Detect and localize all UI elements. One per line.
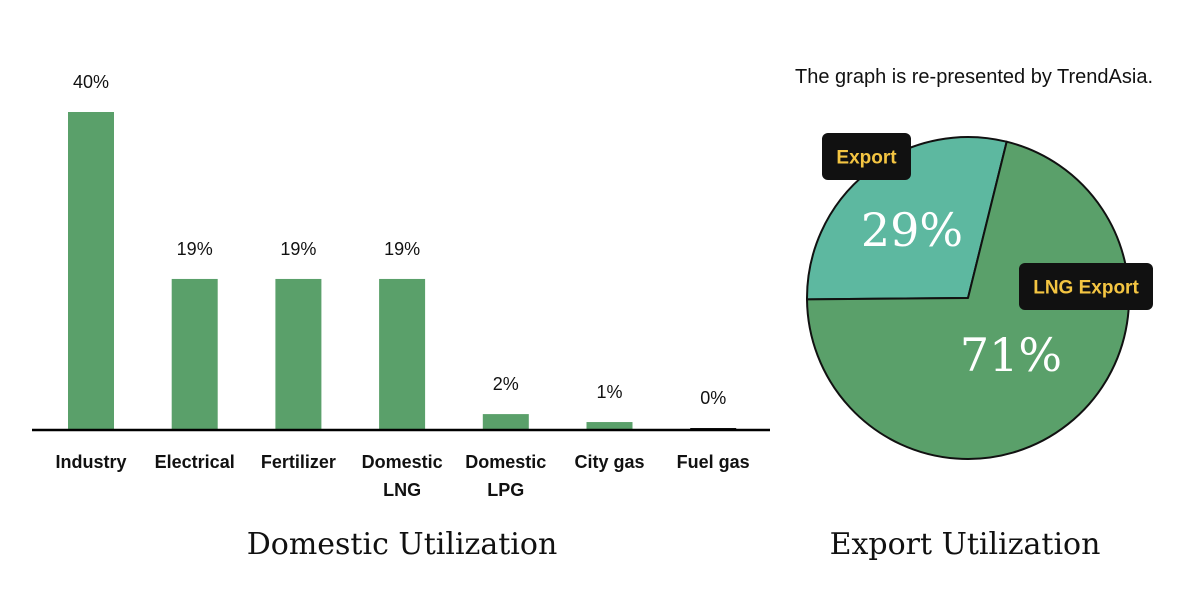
bar-value-label-4: 2%	[493, 374, 519, 394]
bar-2	[275, 278, 322, 430]
category-label-6-0: Fuel gas	[677, 452, 750, 472]
category-label-1-0: Electrical	[155, 452, 235, 472]
bar-value-label-3: 19%	[384, 239, 420, 259]
category-label-2-0: Fertilizer	[261, 452, 336, 472]
category-label-4-0: Domestic	[465, 452, 546, 472]
pie-legend-box-1	[1019, 263, 1153, 310]
category-label-4-1: LPG	[487, 480, 524, 500]
bar-chart-title: Domestic Utilization	[247, 527, 558, 562]
pie-slice-labels: 29% 71% Export LNG Export	[822, 133, 1153, 382]
pie-slice-lng-export	[806, 140, 1130, 460]
bars-group	[68, 112, 737, 430]
bar-value-label-2: 19%	[280, 239, 316, 259]
pie-legend-label-0: Export	[836, 148, 897, 169]
category-label-3-0: Domestic	[362, 452, 443, 472]
bar-3	[379, 278, 426, 430]
bar-value-labels: 40% 19% 19% 19% 2% 1% 0%	[73, 72, 726, 408]
domestic-utilization-bar-chart: 40% 19% 19% 19% 2% 1% 0% Industry Electrical Fer…	[32, 72, 770, 562]
pie-slices	[806, 136, 1130, 460]
source-note: The graph is re-presented by TrendAsia.	[795, 66, 1153, 88]
bar-value-label-1: 19%	[177, 239, 213, 259]
pie-legend-label-1: LNG Export	[1033, 278, 1139, 299]
pie-legend-box-0	[822, 133, 911, 180]
bar-1	[171, 278, 218, 430]
category-label-5-0: City gas	[574, 452, 644, 472]
export-utilization-pie-chart: 29% 71% Export LNG Export Export Utilizatio…	[806, 133, 1153, 562]
category-label-3-1: LNG	[383, 480, 421, 500]
category-labels: Industry Electrical Fertilizer Domestic LNG D…	[55, 452, 749, 500]
pie-value-label-0: 29%	[861, 203, 963, 257]
category-label-0-0: Industry	[55, 452, 126, 472]
bar-0	[68, 112, 114, 430]
pie-chart-title: Export Utilization	[830, 527, 1101, 562]
bar-value-label-0: 40%	[73, 72, 109, 92]
bar-value-label-5: 1%	[596, 382, 622, 402]
bar-5	[586, 422, 633, 430]
bar-value-label-6: 0%	[700, 388, 726, 408]
pie-value-label-1: 71%	[960, 328, 1062, 382]
bar-4	[482, 414, 529, 430]
